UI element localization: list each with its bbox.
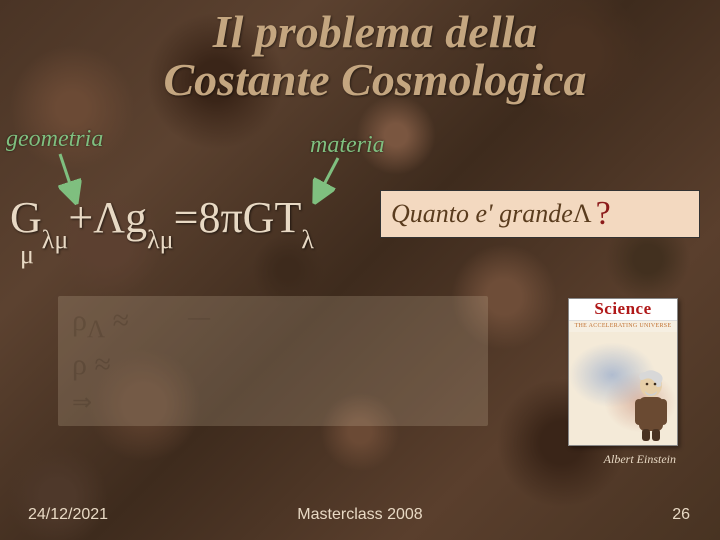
einstein-figure-icon [623,369,673,441]
science-subheading: THE ACCELERATING UNIVERSE [569,321,677,332]
eq-G2: G [243,193,275,242]
science-magazine-cover: Science THE ACCELERATING UNIVERSE [568,298,678,446]
science-cover-art [569,332,677,445]
question-mark: ? [596,195,611,233]
eq-G: G [10,193,42,242]
eq-sub3b: μ [20,240,34,270]
footer-title: Masterclass 2008 [0,506,720,524]
eq-plus: + [68,193,93,242]
einstein-equation: Gλμ+Λgλμ=8πGTλ [10,192,314,249]
eq-T: T [274,193,301,242]
eq-Lambda: Λ [93,193,125,242]
footer-page-number: 26 [672,506,690,524]
eq-eq: = [174,193,199,242]
slide-title: Il problema della Costante Cosmologica [50,8,700,105]
eq-sub2: λμ [147,225,174,254]
eq-8: 8 [198,193,220,242]
question-lambda: Λ [573,199,592,229]
label-geometria: geometria [6,126,103,153]
eq-sub3: λ [301,225,314,254]
science-header: Science [569,299,677,321]
eq-g: g [125,193,147,242]
question-box: Quanto e' grande Λ ? [380,190,700,238]
title-line-2: Costante Cosmologica [164,54,587,105]
question-text: Quanto e' grande [391,199,573,229]
caption-einstein: Albert Einstein [604,452,676,467]
eq-sub1: λμ [42,225,69,254]
eq-pi: π [220,193,242,242]
title-line-1: Il problema della [213,6,538,57]
slide: Il problema della Costante Cosmologica g… [0,0,720,540]
label-materia: materia [310,132,385,159]
faded-equations-panel: ρΛ ≈ — ρ ≈ ⇒ [58,296,488,426]
